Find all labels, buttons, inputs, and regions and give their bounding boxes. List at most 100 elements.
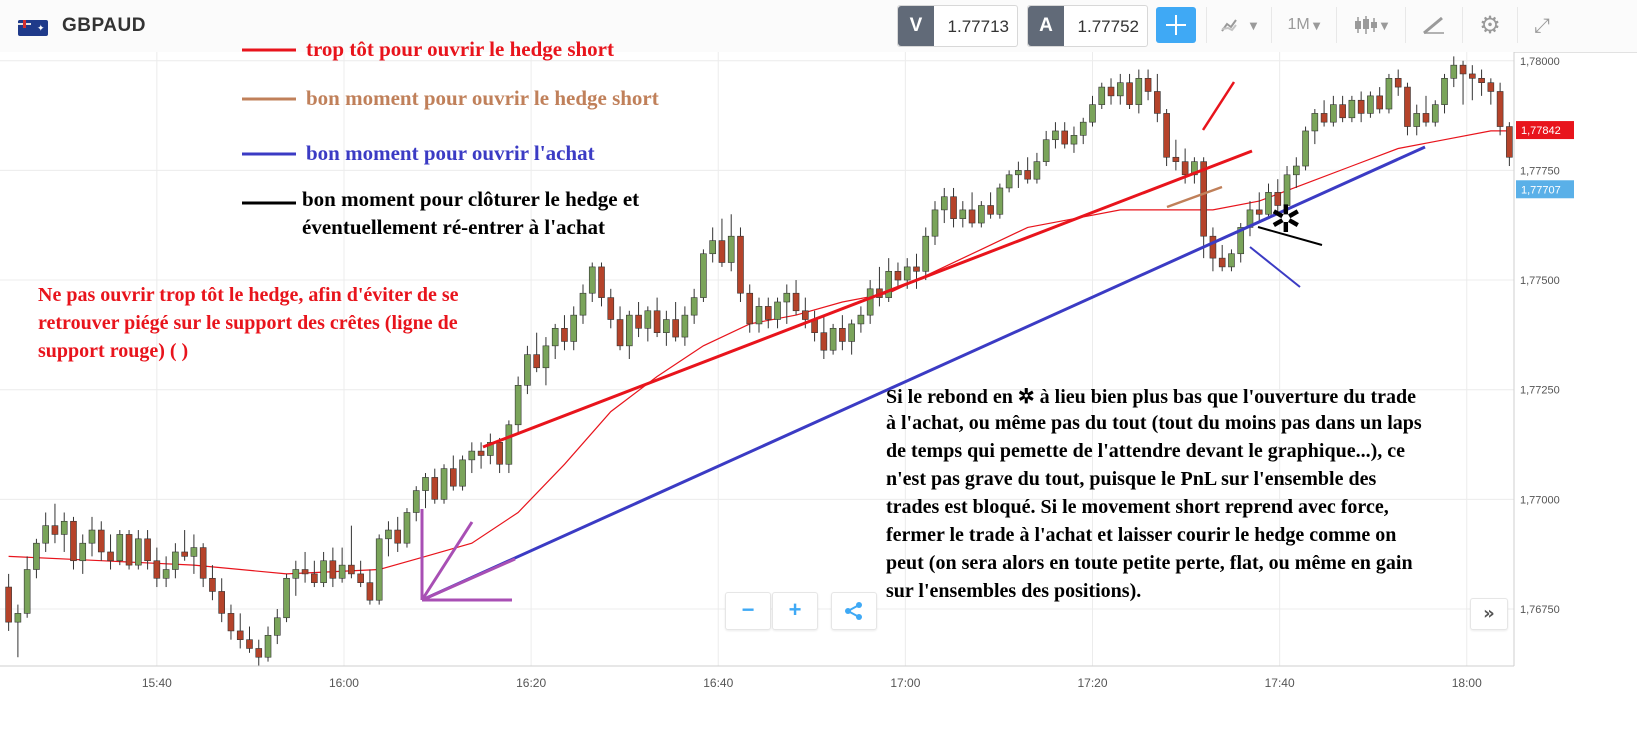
candle-body [1469, 73, 1476, 79]
candle-body [1126, 82, 1133, 105]
candle [931, 201, 939, 245]
candle-body [79, 542, 87, 562]
candle [283, 573, 290, 623]
candle [311, 560, 318, 588]
candle-body [218, 591, 225, 614]
crosshair-button[interactable] [1156, 7, 1196, 43]
purple-diagonal-mark [420, 521, 474, 601]
candle-body [635, 314, 642, 329]
candle [459, 455, 466, 491]
zoom-out-button[interactable]: − [725, 592, 771, 630]
candle-body [227, 613, 235, 632]
moving-average-line [8, 130, 1510, 575]
legend-swatches [242, 48, 296, 205]
candle-body [922, 235, 930, 272]
note-line-4: n'est pas grave du tout, puisque le PnL … [886, 468, 1377, 490]
candle-body [459, 459, 466, 487]
candle-body [1200, 161, 1207, 237]
candle [672, 301, 679, 342]
candle-body [449, 468, 457, 487]
candle-body [709, 240, 716, 255]
warning-line-3: support rouge) ( ) [38, 340, 189, 362]
timeframe-dropdown[interactable]: 1M ▼ [1271, 7, 1336, 43]
candle-body [42, 525, 49, 544]
candle-body [755, 306, 763, 325]
candle [653, 297, 661, 338]
candle-body [468, 450, 476, 461]
candle [199, 543, 207, 588]
candle [1413, 104, 1421, 136]
candle [1311, 109, 1319, 145]
candle-body [1302, 130, 1309, 167]
x-tick-label: 17:40 [1265, 676, 1295, 690]
candle-body [579, 292, 587, 316]
candle-body [1024, 170, 1031, 180]
candle-body [1376, 95, 1383, 110]
candle [857, 306, 865, 333]
candle [144, 530, 151, 570]
candle-body [338, 564, 346, 579]
candle [394, 516, 402, 552]
candle [88, 516, 96, 557]
sell-price-box[interactable]: V 1.77713 [897, 5, 1018, 47]
candle-body [1033, 161, 1041, 180]
candle-body [1163, 113, 1170, 158]
candle [1033, 152, 1041, 184]
gbp-aud-flag-icon: ✦ [18, 20, 48, 36]
candle [320, 551, 327, 588]
double-chevron-right-icon: » [1483, 603, 1495, 624]
drawing-tools-button[interactable] [1405, 7, 1462, 43]
candle [524, 345, 531, 395]
candle-body [663, 319, 670, 333]
scroll-to-latest-button[interactable]: » [1470, 598, 1508, 630]
candle [1422, 95, 1430, 127]
settings-button[interactable]: ⚙ [1462, 7, 1517, 43]
compare-button[interactable]: ▼ [1206, 7, 1271, 43]
candle [792, 280, 800, 316]
candle [866, 280, 874, 324]
x-tick-label: 18:00 [1452, 676, 1482, 690]
candle-body [1181, 161, 1189, 176]
candle [1098, 82, 1106, 110]
candle [60, 512, 68, 552]
share-button[interactable] [831, 592, 877, 630]
candle-body [940, 196, 948, 211]
candle [97, 521, 105, 561]
candle-body [968, 209, 976, 224]
candle [709, 227, 716, 263]
candle-body [1107, 86, 1115, 97]
candle-body [348, 564, 355, 575]
candle [839, 315, 846, 351]
chart-type-dropdown[interactable]: ▼ [1336, 7, 1405, 43]
candle [1191, 157, 1198, 184]
candle [616, 306, 624, 351]
price-label-bg [1516, 121, 1574, 140]
buy-price-box[interactable]: A 1.77752 [1027, 5, 1148, 47]
fullscreen-button[interactable]: ⤢ [1517, 7, 1566, 43]
candle [1172, 139, 1180, 171]
candle [338, 547, 346, 583]
candle [950, 187, 957, 228]
candle [774, 297, 781, 329]
candle [1394, 69, 1402, 96]
expand-icon: ⤢ [1534, 13, 1550, 37]
zoom-in-button[interactable]: + [772, 592, 818, 630]
candle [1431, 100, 1439, 127]
candle [1228, 249, 1235, 272]
candle [255, 639, 263, 666]
candle [79, 534, 87, 574]
blue-support-line [421, 145, 1426, 602]
price-label: 1,77842 [1521, 125, 1561, 137]
candle-body [1116, 82, 1124, 97]
candle [607, 288, 615, 329]
candle [301, 551, 309, 583]
compare-chart-icon [1220, 19, 1237, 32]
candle-body [97, 529, 105, 553]
candle [273, 608, 281, 645]
candle [422, 473, 429, 509]
candle-body [533, 354, 540, 369]
candle-body [14, 613, 22, 623]
candle [588, 262, 596, 302]
candle [236, 613, 244, 649]
candle-body [598, 266, 605, 298]
